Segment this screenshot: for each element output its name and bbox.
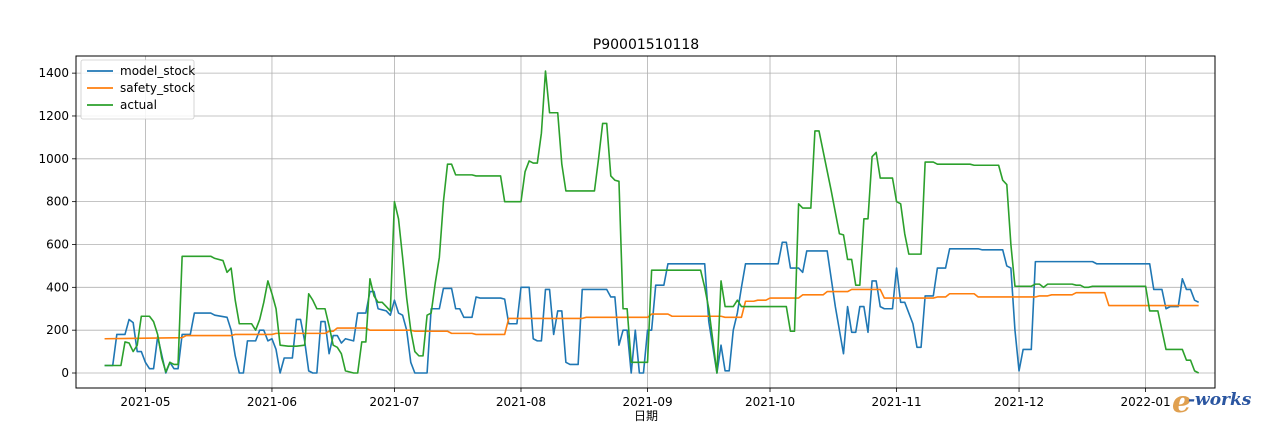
- plot-frame: [75, 55, 1216, 389]
- x-tick-label: 2021-09: [622, 395, 672, 409]
- y-tick-label: 1400: [38, 66, 69, 80]
- y-tick-label: 400: [46, 280, 69, 294]
- legend-label: model_stock: [120, 64, 195, 78]
- y-tick-label: 1000: [38, 152, 69, 166]
- x-tick-label: 2021-05: [120, 395, 170, 409]
- x-tick-label: 2021-07: [369, 395, 419, 409]
- x-tick-label: 2022-01: [1121, 395, 1171, 409]
- y-axis: 0 200 400 600 800 1000 1200 1400: [38, 66, 76, 380]
- e-works-logo-e: e: [1172, 385, 1191, 420]
- y-tick-label: 200: [46, 323, 69, 337]
- e-works-logo: e -works: [1172, 385, 1252, 420]
- series-line-model_stock: [104, 241, 1200, 374]
- x-axis-label: 日期: [634, 409, 658, 423]
- y-tick-label: 1200: [38, 109, 69, 123]
- y-tick-label: 0: [61, 366, 69, 380]
- grid: [76, 56, 1215, 388]
- y-tick-label: 800: [46, 195, 69, 209]
- e-works-logo-text: -works: [1188, 390, 1252, 410]
- legend-label: safety_stock: [120, 81, 195, 95]
- x-tick-label: 2021-12: [994, 395, 1044, 409]
- x-axis: 2021-05 2021-06 2021-07 2021-08 2021-09 2021-…: [120, 388, 1171, 409]
- x-tick-label: 2021-08: [496, 395, 546, 409]
- chart-title: P90001510118: [593, 37, 699, 53]
- series-line-safety_stock: [104, 288, 1199, 340]
- x-tick-label: 2021-10: [745, 395, 795, 409]
- x-tick-label: 2021-06: [247, 395, 297, 409]
- series-layer: [104, 70, 1200, 374]
- series-line-actual: [104, 70, 1200, 374]
- x-tick-label: 2021-11: [871, 395, 921, 409]
- y-tick-label: 600: [46, 237, 69, 251]
- legend-label: actual: [120, 98, 157, 112]
